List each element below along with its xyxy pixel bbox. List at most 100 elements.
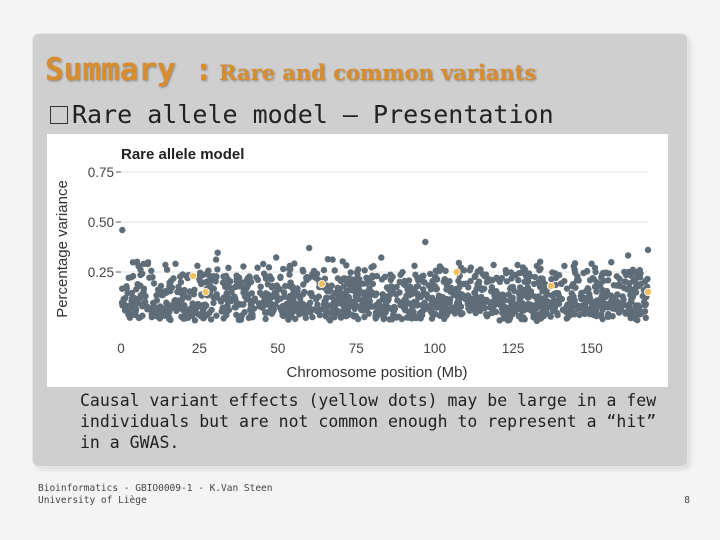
y-tick-label: 0.75	[88, 165, 114, 180]
variant-point	[343, 288, 350, 295]
variant-point	[331, 289, 338, 297]
variant-point	[328, 282, 335, 289]
variant-point	[254, 264, 261, 271]
variant-point	[264, 309, 271, 316]
variant-point	[605, 270, 613, 277]
variant-point	[238, 312, 246, 319]
variant-point	[422, 238, 429, 246]
variant-point	[524, 284, 531, 291]
variant-point	[149, 274, 156, 281]
variant-point	[314, 301, 321, 308]
variant-point	[122, 294, 129, 302]
footer-university: University of Liège	[38, 495, 147, 506]
variant-point	[436, 267, 443, 275]
variant-point	[441, 276, 448, 283]
variant-point	[185, 294, 192, 301]
footer: Bioinformatics - GBIO0009-1 - K.Van Stee…	[38, 483, 273, 507]
variant-point	[272, 301, 279, 308]
variant-point	[325, 315, 333, 323]
variant-point	[274, 296, 282, 304]
variant-point	[343, 310, 350, 317]
variant-point	[167, 316, 174, 324]
y-tick-label: 0.50	[88, 215, 114, 230]
variant-point	[269, 282, 276, 290]
bullet-text: Rare allele model – Presentation	[72, 100, 554, 129]
variant-point	[434, 297, 441, 304]
variant-point	[194, 262, 201, 269]
variant-point	[277, 274, 284, 282]
variant-point	[313, 296, 320, 303]
variant-point	[519, 300, 526, 307]
variant-point	[156, 286, 163, 293]
variant-point	[610, 282, 618, 289]
variant-point	[592, 268, 599, 276]
bullet-item: Rare allele model – Presentation	[50, 100, 554, 129]
variant-point	[263, 299, 271, 307]
variant-point	[119, 285, 126, 292]
variant-point	[224, 276, 231, 283]
title-main: Summary :	[45, 52, 213, 88]
variant-point	[382, 302, 390, 309]
variant-point	[300, 301, 307, 308]
variant-point	[518, 315, 525, 323]
variant-point	[173, 305, 181, 313]
variant-point	[172, 296, 179, 304]
variant-point	[391, 305, 399, 312]
variant-point	[361, 267, 368, 274]
x-axis-label: Chromosome position (Mb)	[287, 364, 468, 381]
variant-point	[549, 307, 557, 315]
variant-point	[580, 269, 587, 277]
bullet-square-icon	[50, 106, 68, 124]
variant-point	[206, 277, 213, 284]
variant-point	[412, 314, 419, 322]
variant-point	[300, 281, 307, 288]
variant-point	[503, 270, 510, 277]
variant-point	[372, 315, 379, 322]
variant-point	[628, 298, 635, 305]
causal-variant-point	[201, 287, 210, 296]
variant-point	[418, 302, 426, 309]
y-axis-ticks: 0.75 0.50 0.25	[88, 165, 121, 280]
causal-variant-point	[546, 281, 555, 290]
variant-point	[129, 272, 137, 280]
variant-point	[387, 276, 394, 284]
variant-point	[393, 291, 400, 298]
variant-point	[286, 271, 293, 278]
variant-point	[212, 256, 220, 263]
variant-point	[345, 293, 352, 301]
variant-point	[644, 246, 652, 254]
variant-point	[419, 273, 426, 280]
variant-point	[243, 284, 250, 292]
variant-point	[388, 316, 396, 323]
variant-point	[321, 299, 329, 306]
variant-point	[219, 279, 227, 286]
variant-point	[382, 309, 389, 316]
variant-point	[566, 295, 574, 302]
variant-point	[454, 299, 461, 307]
variant-point	[572, 284, 579, 291]
variant-point	[331, 314, 338, 321]
variant-point	[414, 276, 422, 284]
variant-point	[280, 265, 287, 273]
variant-point	[435, 303, 443, 310]
variant-point	[469, 306, 476, 313]
y-axis-label: Percentage variance	[54, 180, 71, 318]
variant-point	[580, 306, 588, 313]
variant-point	[236, 300, 243, 308]
variant-point	[499, 291, 506, 298]
variant-point	[394, 297, 401, 304]
variant-point	[302, 314, 309, 322]
variant-point	[359, 297, 366, 305]
variant-point	[370, 262, 377, 270]
variant-point	[567, 303, 575, 310]
variant-point	[309, 313, 316, 321]
variant-point	[455, 308, 462, 315]
variant-point	[519, 264, 527, 271]
variant-point	[301, 288, 308, 296]
variant-point	[537, 310, 545, 317]
variant-point	[499, 309, 506, 317]
variant-point	[118, 299, 126, 306]
x-tick-label: 25	[192, 341, 207, 356]
variant-point	[346, 275, 353, 282]
variant-point	[598, 274, 605, 281]
